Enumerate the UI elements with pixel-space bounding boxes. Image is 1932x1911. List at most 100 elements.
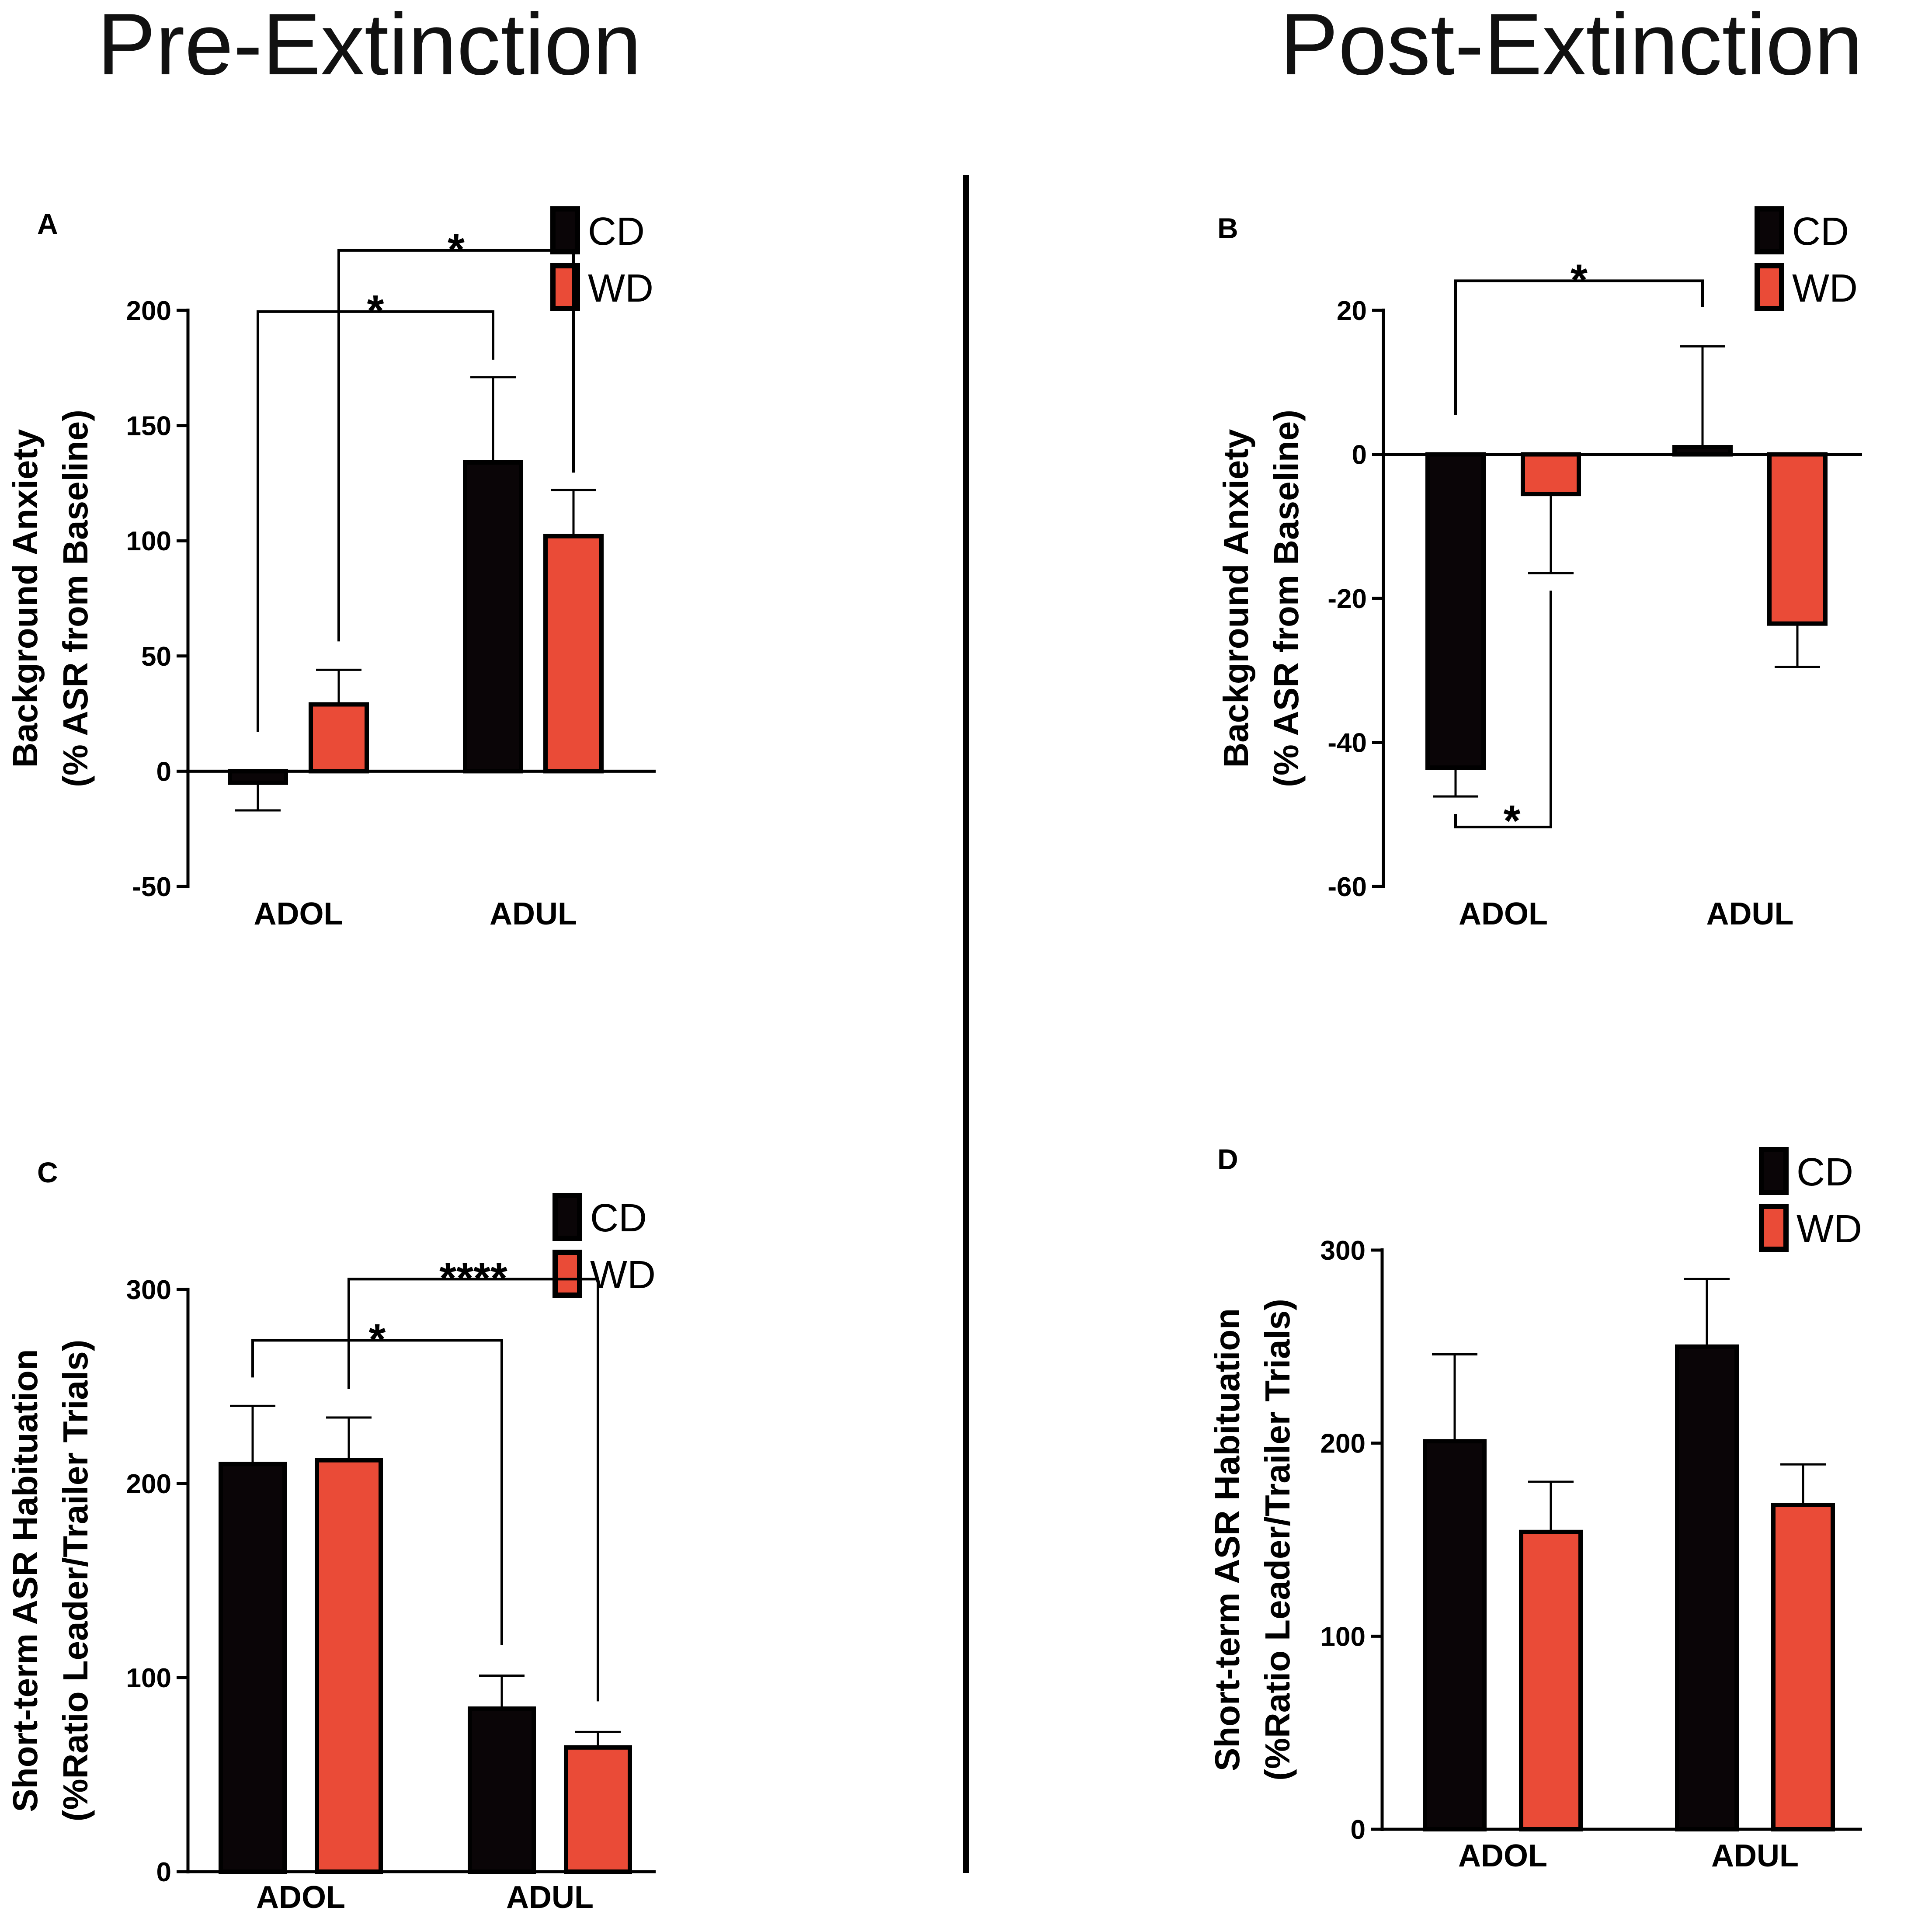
bar-wd-adul	[1771, 1503, 1835, 1831]
y-tick-label: 100	[126, 526, 171, 556]
legend-label-wd: WD	[590, 1253, 656, 1297]
y-tick-label: 0	[156, 757, 171, 787]
y-tick-label: 100	[126, 1663, 171, 1693]
significance-label: *	[1571, 255, 1588, 304]
y-tick-label: -50	[132, 872, 171, 902]
y-tick-label: 50	[141, 642, 171, 672]
error-bar-wd-adul	[551, 489, 596, 536]
error-bar-cd-adul	[479, 1675, 525, 1709]
error-bar-wd-adul	[575, 1730, 621, 1748]
bar-cd-adol	[1425, 452, 1486, 770]
error-bar-wd-adol	[316, 668, 361, 705]
panel-letter: C	[37, 1156, 58, 1188]
error-bar-cd-adol	[1432, 1353, 1477, 1442]
panel-letter: D	[1217, 1143, 1238, 1175]
bar-cd-adol	[1423, 1439, 1487, 1831]
error-bar-cd-adul	[470, 376, 516, 462]
error-bar-wd-adol	[1528, 494, 1574, 574]
y-axis-title: (%Ratio Leader/Trailer Trials)	[56, 1340, 95, 1822]
bar-wd-adol	[1519, 1529, 1583, 1831]
y-axis-title: Background Anxiety	[6, 429, 45, 768]
legend-label-wd: WD	[1792, 267, 1858, 310]
x-category-label: ADOL	[254, 896, 343, 931]
y-axis-title: Short-term ASR Habituation	[6, 1349, 45, 1812]
bar-cd-adol	[219, 1462, 287, 1874]
significance-label: ****	[439, 1254, 507, 1303]
legend-swatch-cd	[1759, 1147, 1789, 1195]
error-bar-wd-adol	[1528, 1480, 1574, 1532]
panel-letter: A	[37, 208, 58, 240]
legend-label-wd: WD	[1796, 1207, 1862, 1251]
error-bar-cd-adol	[1433, 768, 1478, 798]
legend-label-cd: CD	[1796, 1150, 1853, 1194]
bar-cd-adol	[228, 769, 288, 785]
bar-wd-adol	[1521, 452, 1581, 497]
y-tick-label: -60	[1327, 872, 1367, 902]
x-category-label: ADOL	[1458, 1838, 1547, 1873]
legend-label-cd: CD	[590, 1196, 647, 1240]
significance-label: *	[448, 225, 465, 274]
legend-label-wd: WD	[588, 267, 653, 310]
y-axis-title: Background Anxiety	[1216, 429, 1255, 768]
bar-wd-adul	[564, 1745, 632, 1874]
error-bar-cd-adul	[1680, 345, 1725, 448]
panel-letter: B	[1217, 212, 1238, 244]
y-tick-label: 0	[1352, 440, 1367, 470]
y-tick-label: 0	[156, 1857, 171, 1887]
x-category-label: ADOL	[256, 1880, 345, 1911]
y-tick-label: 100	[1320, 1622, 1366, 1652]
significance-label: *	[369, 1315, 386, 1364]
legend-swatch-wd	[552, 1250, 582, 1298]
x-category-label: ADUL	[506, 1880, 594, 1911]
pre-extinction-heading: Pre-Extinction	[97, 0, 642, 93]
legend-swatch-cd	[552, 1193, 582, 1241]
y-tick-label: 300	[1320, 1236, 1366, 1266]
x-category-label: ADOL	[1459, 896, 1548, 931]
legend-swatch-wd	[1755, 263, 1784, 311]
error-bar-cd-adol	[235, 782, 281, 812]
y-axis-title: Short-term ASR Habituation	[1208, 1308, 1247, 1771]
y-tick-label: 200	[126, 296, 171, 326]
x-category-label: ADUL	[1706, 896, 1794, 931]
y-axis-title: (% ASR from Baseline)	[56, 410, 95, 787]
bar-cd-adul	[468, 1706, 536, 1874]
error-bar-cd-adol	[230, 1404, 275, 1464]
significance-bracket	[347, 1278, 599, 1702]
y-axis-title: (%Ratio Leader/Trailer Trials)	[1258, 1299, 1297, 1781]
y-tick-label: 200	[126, 1469, 171, 1499]
bar-cd-adul	[463, 460, 523, 774]
significance-bracket	[257, 310, 494, 732]
panel-c: C 0 100 200 300 ADOL ADUL Short-term ASR Habitu…	[6, 1156, 656, 1911]
significance-label: *	[367, 286, 384, 335]
error-bar-cd-adul	[1684, 1278, 1730, 1347]
error-bar-wd-adol	[326, 1416, 372, 1460]
significance-bracket	[1454, 591, 1552, 829]
y-tick-label: 200	[1320, 1429, 1366, 1459]
y-tick-label: -40	[1327, 728, 1367, 758]
bar-wd-adol	[315, 1458, 383, 1874]
significance-bracket	[251, 1339, 503, 1645]
significance-bracket	[1454, 279, 1704, 415]
legend-label-cd: CD	[588, 210, 645, 254]
y-tick-label: -20	[1327, 584, 1367, 614]
significance-label: *	[1504, 796, 1521, 845]
y-tick-label: 20	[1337, 296, 1367, 326]
legend-label-cd: CD	[1792, 210, 1849, 254]
y-tick-label: 300	[126, 1275, 171, 1305]
panel-b: B -60 -40 -20 0 20 ADOL ADUL Background Anxiety (…	[1216, 206, 1862, 931]
panel-a: A -50 0 50 100 150 200 ADOL ADUL Background Anxie…	[6, 206, 656, 931]
y-axis-title: (% ASR from Baseline)	[1267, 410, 1306, 787]
legend-swatch-cd	[550, 206, 580, 254]
y-tick-label: 150	[126, 411, 171, 441]
error-bar-wd-adul	[1780, 1463, 1826, 1505]
legend-swatch-wd	[1759, 1204, 1789, 1252]
x-category-label: ADUL	[490, 896, 577, 931]
significance-bracket	[337, 249, 575, 642]
bar-wd-adul	[543, 534, 604, 774]
bar-wd-adul	[1767, 452, 1828, 626]
x-category-label: ADUL	[1711, 1838, 1799, 1873]
y-tick-label: 0	[1351, 1815, 1366, 1845]
bar-wd-adol	[309, 702, 369, 774]
